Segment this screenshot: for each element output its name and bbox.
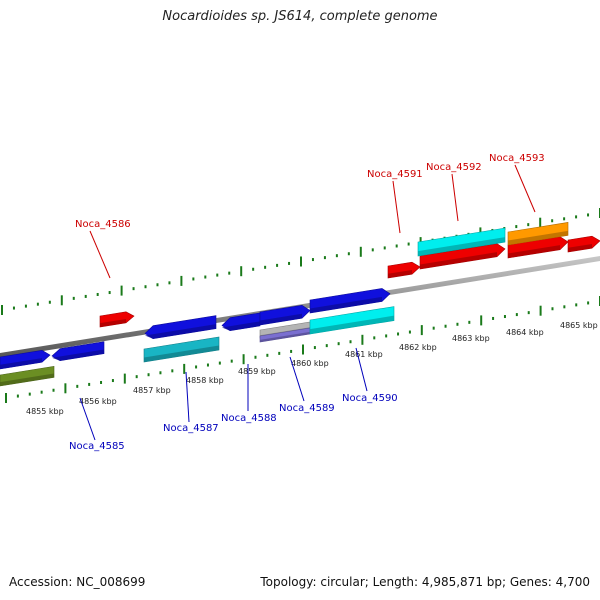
gene-arrow [0, 349, 51, 370]
scale-label: 4857 kbp [133, 386, 171, 395]
gene-noca-4591[interactable] [417, 227, 506, 257]
gene-label-leader [514, 164, 536, 213]
gene-label-noca-4590[interactable]: Noca_4590 [342, 393, 398, 404]
genome-title: Nocardioides sp. JS614, complete genome [162, 9, 438, 24]
scale-label: 4856 kbp [79, 397, 117, 406]
gene-arrow [309, 288, 391, 314]
gene-arrow [567, 235, 600, 253]
gene-arrow [387, 261, 421, 279]
gene-noca-4587[interactable] [143, 336, 220, 363]
gene-label-noca-4587[interactable]: Noca_4587 [163, 423, 219, 434]
scale-label: 4855 kbp [26, 407, 64, 416]
gene-label-noca-4586[interactable]: Noca_4586 [75, 219, 131, 230]
scale-label: 4861 kbp [345, 350, 383, 359]
unlabeled-genes [0, 235, 600, 387]
labeled-genes[interactable]: Noca_4585Noca_4586Noca_4587Noca_4588Noca… [51, 153, 569, 452]
gene-arrow [144, 315, 217, 340]
gene-arrow [259, 304, 311, 326]
gene-label-noca-4588[interactable]: Noca_4588 [221, 413, 277, 424]
scale-ticks-forward [1, 208, 600, 315]
gene-arrow [419, 243, 506, 270]
gene-label-leader [451, 173, 459, 222]
scale-label: 4860 kbp [291, 359, 329, 368]
gene-arrow [0, 366, 55, 387]
gene-label-noca-4591[interactable]: Noca_4591 [367, 169, 423, 180]
accession-text: Accession: NC_008699 [9, 575, 146, 589]
genome-info-text: Topology: circular; Length: 4,985,871 bp… [260, 575, 590, 589]
gene-label-leader [355, 347, 368, 392]
gene-label-noca-4585[interactable]: Noca_4585 [69, 441, 125, 452]
gene-label-noca-4589[interactable]: Noca_4589 [279, 403, 335, 414]
gene-arrow [221, 312, 261, 332]
gene-noca-4590[interactable] [309, 306, 395, 335]
gene-label-noca-4592[interactable]: Noca_4592 [426, 162, 482, 173]
gene-label-leader [89, 230, 111, 279]
scale-label: 4863 kbp [452, 334, 490, 343]
gene-noca-4593[interactable] [507, 222, 569, 246]
gene-label-leader [185, 371, 190, 423]
gene-label-leader [289, 356, 305, 402]
scale-label: 4864 kbp [506, 328, 544, 337]
gene-label-leader [79, 397, 96, 441]
scale-labels: 4855 kbp 4856 kbp 4857 kbp 4858 kbp 4859 kbp… [26, 321, 598, 416]
scale-label: 4865 kbp [560, 321, 598, 330]
scale-label: 4859 kbp [238, 367, 276, 376]
scale-label: 4862 kbp [399, 343, 437, 352]
scale-label: 4858 kbp [186, 376, 224, 385]
scale-ticks-reverse [5, 296, 600, 403]
gene-noca-4585[interactable] [51, 341, 105, 362]
gene-label-noca-4593[interactable]: Noca_4593 [489, 153, 545, 164]
gene-noca-4586[interactable] [99, 311, 135, 328]
gene-label-leader [392, 180, 401, 234]
